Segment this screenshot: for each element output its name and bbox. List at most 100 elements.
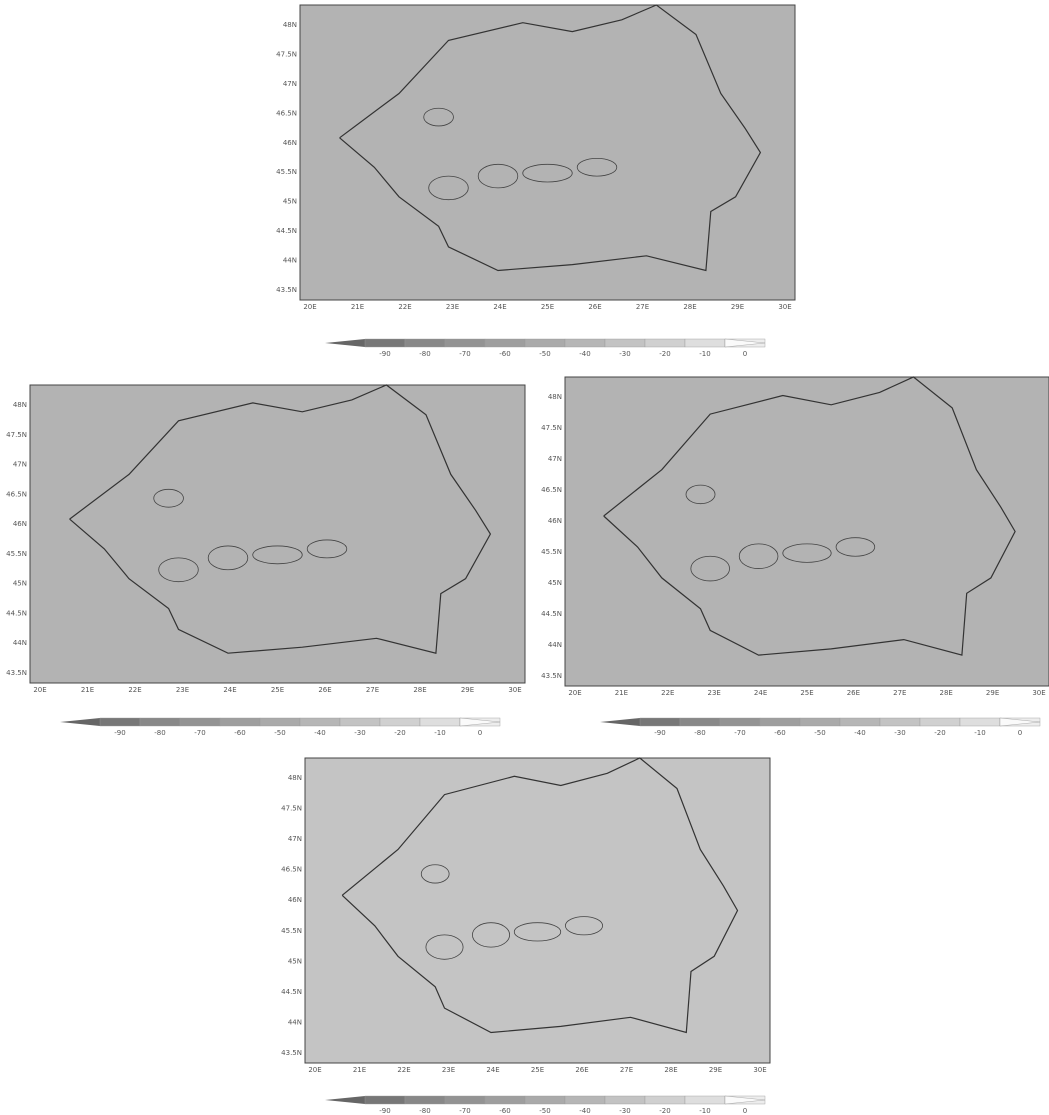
colorbar-box bbox=[220, 718, 260, 726]
lon-label: 22E bbox=[128, 686, 141, 694]
lat-label: 44.5N bbox=[6, 609, 27, 617]
lon-label: 20E bbox=[33, 686, 46, 694]
lat-label: 44N bbox=[13, 639, 27, 647]
lon-label: 23E bbox=[446, 303, 459, 311]
lon-label: 21E bbox=[351, 303, 364, 311]
colorbar-box bbox=[300, 718, 340, 726]
colorbar-box bbox=[920, 718, 960, 726]
lat-label: 47N bbox=[283, 80, 297, 88]
colorbar-label: -50 bbox=[539, 1107, 550, 1115]
colorbar-label: 0 bbox=[478, 729, 482, 737]
lat-label: 47.5N bbox=[281, 805, 302, 813]
lon-label: 20E bbox=[303, 303, 316, 311]
colorbar-label: -10 bbox=[699, 1107, 710, 1115]
colorbar-box bbox=[565, 339, 605, 347]
colorbar-box bbox=[645, 339, 685, 347]
colorbar-box bbox=[140, 718, 180, 726]
lat-label: 47.5N bbox=[276, 50, 297, 58]
lat-label: 48N bbox=[548, 393, 562, 401]
colorbar-box bbox=[840, 718, 880, 726]
lon-label: 28E bbox=[940, 689, 953, 697]
colorbar-end bbox=[325, 1096, 365, 1104]
lon-label: 28E bbox=[664, 1066, 677, 1074]
lat-label: 44N bbox=[283, 257, 297, 265]
lat-label: 45N bbox=[283, 198, 297, 206]
colorbar-label: -80 bbox=[694, 729, 705, 737]
colorbar-label: -50 bbox=[274, 729, 285, 737]
colorbar-box bbox=[565, 1096, 605, 1104]
lat-label: 47N bbox=[13, 461, 27, 469]
lat-label: 44.5N bbox=[276, 227, 297, 235]
map-background bbox=[565, 377, 1049, 686]
colorbar-label: -20 bbox=[934, 729, 945, 737]
colorbar-label: -70 bbox=[194, 729, 205, 737]
colorbar-label: -70 bbox=[734, 729, 745, 737]
lat-label: 47N bbox=[548, 455, 562, 463]
lon-label: 30E bbox=[1032, 689, 1045, 697]
lat-label: 46N bbox=[283, 139, 297, 147]
colorbar-label: -30 bbox=[619, 350, 630, 358]
lat-label: 46.5N bbox=[541, 486, 562, 494]
figure: 48N 47.5N 47N 46.5N 46N 45.5N 45N 44.5N 44N 43.5N… bbox=[0, 0, 1049, 1115]
colorbar-label: -80 bbox=[419, 350, 430, 358]
lat-label: 44.5N bbox=[541, 610, 562, 618]
colorbar-box bbox=[720, 718, 760, 726]
colorbar-box bbox=[800, 718, 840, 726]
lat-label: 47.5N bbox=[6, 431, 27, 439]
colorbar-end bbox=[600, 718, 640, 726]
colorbar-label: -90 bbox=[114, 729, 125, 737]
lat-label: 45.5N bbox=[541, 548, 562, 556]
colorbar-box bbox=[960, 718, 1000, 726]
colorbar-label: -10 bbox=[699, 350, 710, 358]
lon-label: 25E bbox=[531, 1066, 544, 1074]
lon-label: 22E bbox=[661, 689, 674, 697]
lat-label: 46N bbox=[288, 896, 302, 904]
colorbar-label: -60 bbox=[499, 350, 510, 358]
map-panel: 48N47.5N47N46.5N46N45.5N45N44.5N44N43.5N… bbox=[276, 5, 795, 358]
colorbar-label: -80 bbox=[154, 729, 165, 737]
colorbar-box bbox=[640, 718, 680, 726]
map-panel: 48N47.5N47N46.5N46N45.5N45N44.5N44N43.5N… bbox=[541, 377, 1049, 737]
colorbar-label: 0 bbox=[743, 350, 747, 358]
lat-label: 46.5N bbox=[281, 866, 302, 874]
lat-label: 45N bbox=[13, 580, 27, 588]
colorbar-box bbox=[340, 718, 380, 726]
lat-label: 48N bbox=[288, 774, 302, 782]
lon-label: 24E bbox=[493, 303, 506, 311]
lat-label: 44N bbox=[288, 1018, 302, 1026]
lat-label: 43.5N bbox=[6, 669, 27, 677]
lon-label: 28E bbox=[683, 303, 696, 311]
colorbar-box bbox=[365, 1096, 405, 1104]
colorbar-label: -30 bbox=[354, 729, 365, 737]
lon-label: 21E bbox=[615, 689, 628, 697]
colorbar-label: -40 bbox=[579, 1107, 590, 1115]
colorbar-box bbox=[180, 718, 220, 726]
map-background bbox=[305, 758, 770, 1063]
lat-label: 46.5N bbox=[276, 109, 297, 117]
lon-label: 23E bbox=[708, 689, 721, 697]
colorbar-label: -10 bbox=[974, 729, 985, 737]
colorbar-box bbox=[485, 339, 525, 347]
colorbar-label: -60 bbox=[499, 1107, 510, 1115]
lon-label: 27E bbox=[366, 686, 379, 694]
lat-label: 43.5N bbox=[541, 672, 562, 680]
colorbar-label: -20 bbox=[394, 729, 405, 737]
lon-label: 27E bbox=[893, 689, 906, 697]
colorbar-label: -70 bbox=[459, 350, 470, 358]
colorbar-box bbox=[680, 718, 720, 726]
colorbar-label: -20 bbox=[659, 350, 670, 358]
colorbar-box bbox=[445, 339, 485, 347]
colorbar-label: -60 bbox=[774, 729, 785, 737]
lat-label: 46N bbox=[13, 520, 27, 528]
lat-label: 45.5N bbox=[281, 927, 302, 935]
colorbar-label: 0 bbox=[743, 1107, 747, 1115]
colorbar-label: -30 bbox=[894, 729, 905, 737]
colorbar-box bbox=[605, 339, 645, 347]
lat-label: 45N bbox=[288, 957, 302, 965]
colorbar-box bbox=[485, 1096, 525, 1104]
colorbar-label: -70 bbox=[459, 1107, 470, 1115]
map-background bbox=[300, 5, 795, 300]
lat-label: 43.5N bbox=[281, 1049, 302, 1057]
colorbar-label: -30 bbox=[619, 1107, 630, 1115]
lon-label: 24E bbox=[223, 686, 236, 694]
